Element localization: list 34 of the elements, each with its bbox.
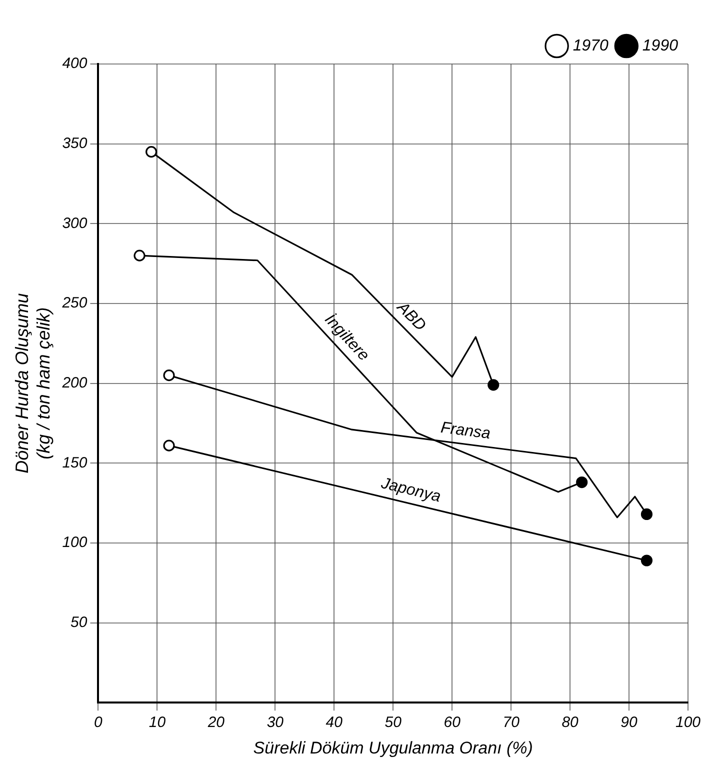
point bbox=[576, 476, 588, 488]
text: Japonya bbox=[378, 474, 442, 506]
legend-label: 1990 bbox=[642, 37, 678, 54]
point bbox=[163, 370, 175, 382]
point bbox=[640, 554, 653, 566]
x-axis-title: Sürekli Döküm Uygulanma Oranı (%) bbox=[253, 738, 533, 758]
y-tick-label: 400 bbox=[62, 55, 88, 72]
x-tick-label: 0 bbox=[94, 714, 104, 731]
x-tick-label: 70 bbox=[502, 714, 520, 731]
x-tick-label: 90 bbox=[620, 714, 638, 731]
point bbox=[134, 250, 146, 262]
y-tick-label: 350 bbox=[62, 134, 88, 152]
x-tick-label: 50 bbox=[384, 714, 402, 731]
point bbox=[146, 146, 158, 158]
point bbox=[488, 379, 500, 391]
y-tick-label: 200 bbox=[61, 374, 88, 392]
legend-label: 1970 bbox=[572, 37, 609, 54]
y-tick-label: 150 bbox=[62, 454, 88, 472]
text: Fransa bbox=[440, 419, 492, 443]
x-tick-label: 10 bbox=[148, 714, 166, 731]
y-axis-title: Döner Hurda Oluşumu (kg / ton ham çelik) bbox=[12, 293, 54, 474]
x-tick-label: 60 bbox=[444, 714, 462, 731]
y-tick-label: 50 bbox=[70, 614, 88, 631]
point bbox=[163, 440, 175, 452]
x-tick-label: 30 bbox=[266, 714, 284, 731]
y-tick-label: 300 bbox=[62, 214, 88, 232]
x-tick-label: 100 bbox=[675, 714, 702, 731]
y-tick-label: 100 bbox=[62, 534, 88, 552]
x-tick-label: 40 bbox=[326, 714, 344, 731]
point bbox=[640, 508, 653, 520]
x-tick-label: 20 bbox=[206, 714, 226, 731]
y-tick-label: 250 bbox=[61, 294, 88, 312]
text: ABD bbox=[392, 298, 430, 335]
x-tick-label: 80 bbox=[562, 714, 580, 731]
